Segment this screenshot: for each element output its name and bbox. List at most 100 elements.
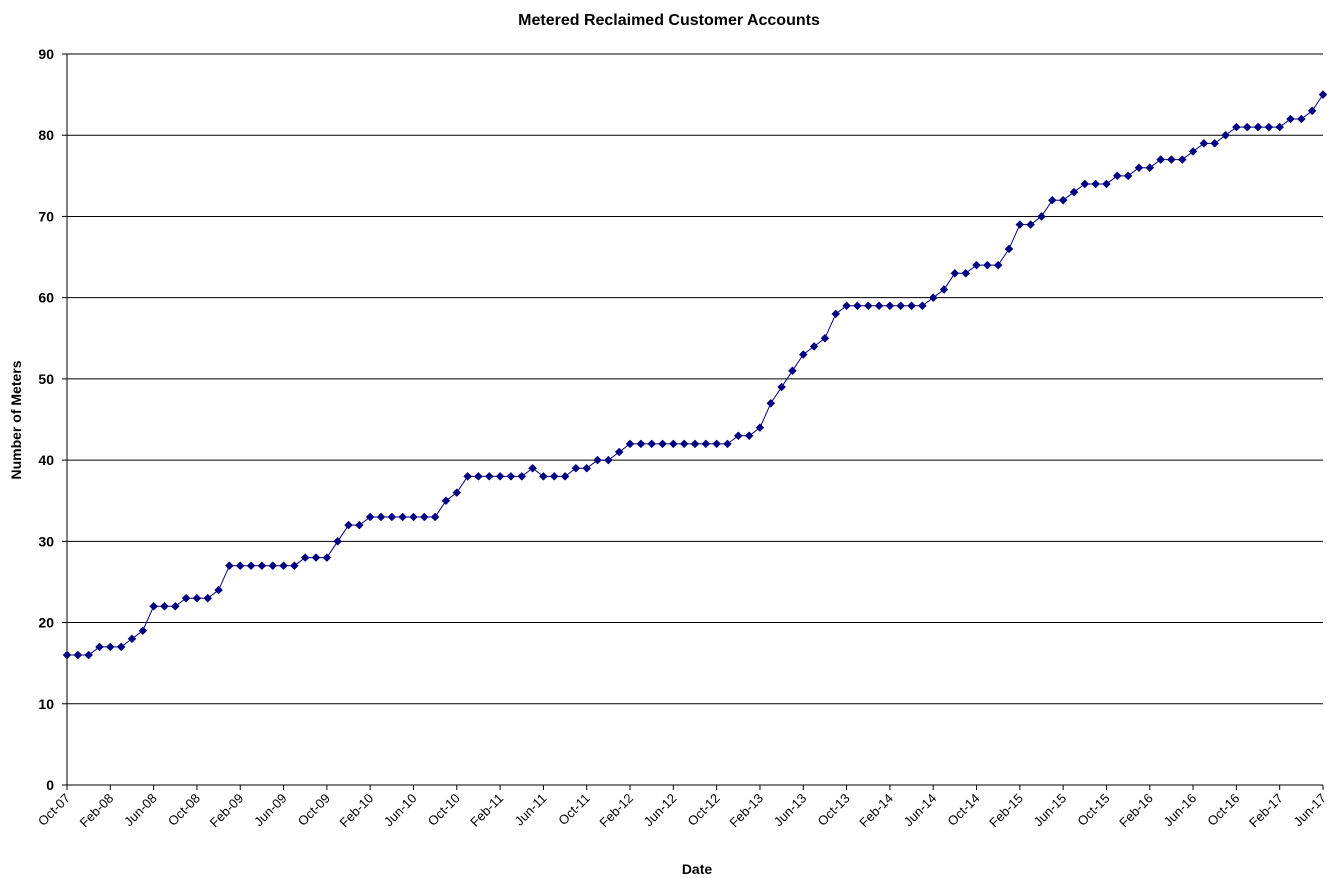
data-point (484, 472, 494, 481)
data-point (907, 301, 916, 311)
x-tick-label: Jun-08 (121, 791, 160, 830)
data-point (1286, 114, 1295, 124)
data-point (593, 455, 602, 465)
x-tick-label: Feb-12 (596, 791, 636, 831)
y-tick-label: 20 (38, 615, 54, 631)
data-point (311, 553, 321, 562)
data-point (668, 439, 678, 449)
data-point (1232, 122, 1241, 132)
x-tick-label: Oct-09 (295, 791, 333, 829)
x-tick-label: Feb-08 (77, 791, 117, 831)
data-point (474, 472, 483, 481)
x-tick-label: Feb-09 (207, 791, 247, 831)
data-point (733, 431, 743, 441)
y-tick-label: 40 (38, 452, 54, 468)
data-point (322, 553, 332, 562)
data-point (127, 634, 137, 644)
data-point (419, 512, 429, 522)
data-point (170, 601, 180, 611)
x-tick-label: Jun-17 (1290, 791, 1327, 830)
data-point (1156, 155, 1165, 164)
data-point (192, 593, 202, 603)
data-point (365, 512, 375, 522)
data-point (290, 561, 299, 571)
data-point (376, 512, 386, 522)
data-point (398, 512, 408, 522)
data-point (766, 398, 776, 408)
x-tick-label: Jun-13 (771, 791, 810, 830)
data-point (1080, 179, 1090, 189)
data-point (853, 301, 862, 311)
data-point (225, 561, 234, 571)
data-point (528, 463, 537, 473)
data-point (517, 472, 527, 481)
data-point (344, 520, 353, 530)
data-point (160, 601, 169, 611)
data-point (777, 382, 786, 392)
y-tick-labels: 0 10 20 30 40 50 60 70 80 90 (38, 46, 54, 793)
data-point (409, 512, 418, 522)
data-point (614, 447, 624, 457)
data-point (560, 472, 570, 481)
data-point (1069, 187, 1079, 197)
data-point (820, 333, 830, 343)
data-point (1221, 130, 1230, 140)
data-point (1026, 220, 1036, 229)
data-point (387, 512, 397, 522)
data-point (885, 301, 895, 311)
data-point (1210, 138, 1220, 148)
data-point (863, 301, 873, 311)
data-point (1199, 138, 1209, 148)
data-point (582, 463, 592, 473)
data-point (1188, 147, 1198, 156)
data-point (1177, 155, 1187, 164)
data-point (203, 593, 213, 603)
data-point (354, 520, 364, 530)
x-tick-label: Oct-14 (944, 791, 982, 829)
data-point (1102, 179, 1111, 189)
data-point (463, 472, 472, 481)
data-point (1112, 171, 1122, 181)
data-point (1275, 122, 1285, 132)
data-point (950, 268, 960, 278)
data-point (138, 626, 148, 636)
data-point (961, 268, 971, 278)
x-tick-label: Jun-15 (1031, 791, 1070, 830)
data-point (679, 439, 689, 449)
data-point (625, 439, 635, 449)
axes (66, 54, 1323, 786)
data-point (430, 512, 440, 522)
x-tick-label: Oct-08 (165, 791, 203, 829)
x-tick-label: Feb-14 (856, 791, 896, 831)
data-point (712, 439, 722, 449)
data-point (95, 642, 104, 652)
x-tick-label: Oct-16 (1204, 791, 1242, 829)
x-tick-label: Oct-13 (815, 791, 853, 829)
data-point (1296, 114, 1306, 124)
y-tick-label: 90 (38, 46, 54, 62)
data-point (604, 455, 613, 465)
x-tick-label: Oct-07 (35, 791, 73, 829)
data-point (539, 472, 548, 481)
data-point (939, 285, 949, 294)
data-point (441, 496, 451, 506)
data-point (279, 561, 288, 571)
data-point (268, 561, 278, 571)
x-tick-label: Jun-12 (641, 791, 680, 830)
data-point (549, 472, 559, 481)
data-point (831, 309, 841, 319)
data-point (214, 585, 223, 595)
data-point (744, 431, 754, 441)
data-point (1318, 90, 1327, 99)
y-tick-label: 70 (38, 208, 54, 224)
data-point (918, 301, 927, 311)
x-tick-label: Oct-15 (1074, 791, 1112, 829)
data-point (1253, 122, 1263, 132)
x-tick-label: Jun-16 (1160, 791, 1199, 830)
data-point (690, 439, 700, 449)
data-point (1037, 212, 1046, 221)
data-point (755, 423, 765, 432)
data-point (73, 650, 83, 660)
x-tick-label: Feb-16 (1116, 791, 1156, 831)
